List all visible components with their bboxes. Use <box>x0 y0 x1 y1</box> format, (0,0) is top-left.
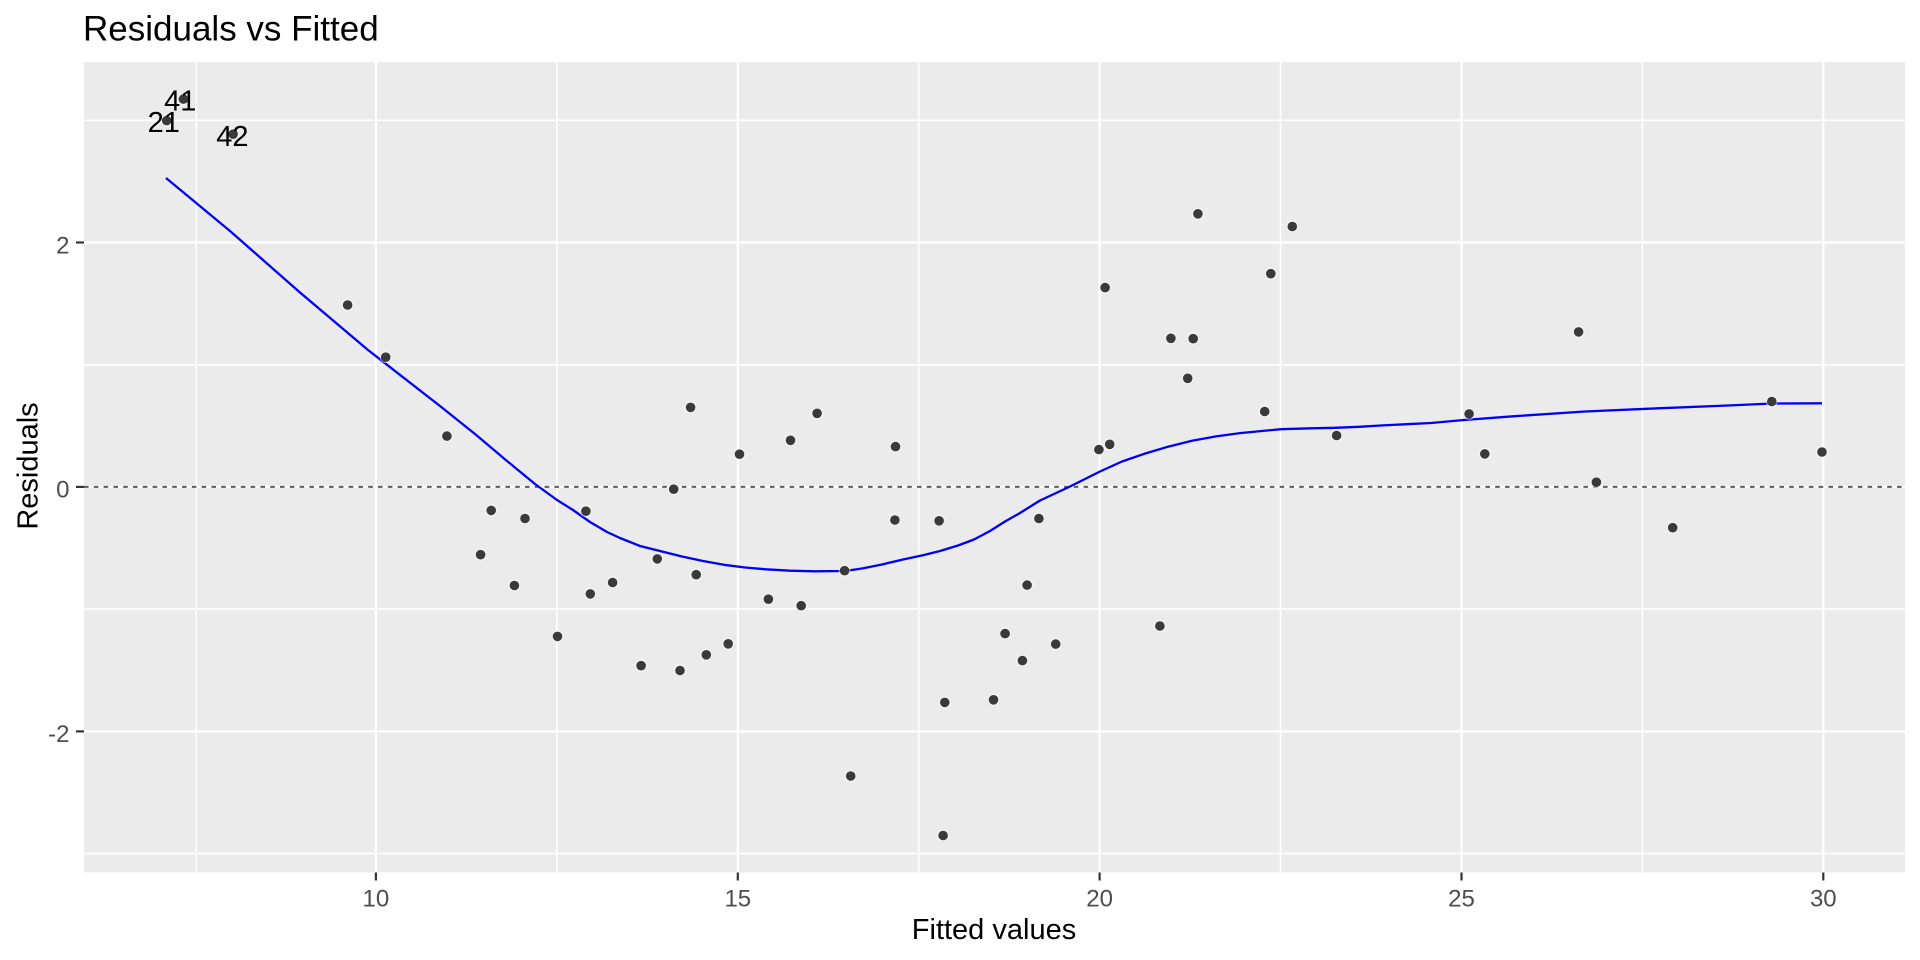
svg-text:Fitted values: Fitted values <box>912 914 1076 946</box>
svg-text:42: 42 <box>216 121 248 153</box>
svg-text:0: 0 <box>56 477 69 504</box>
svg-text:20: 20 <box>1086 886 1113 913</box>
svg-text:25: 25 <box>1448 886 1475 913</box>
svg-text:Residuals: Residuals <box>13 402 45 529</box>
svg-text:21: 21 <box>148 107 180 139</box>
svg-text:41: 41 <box>164 86 196 118</box>
svg-text:2: 2 <box>56 232 69 259</box>
svg-text:10: 10 <box>363 886 390 913</box>
svg-text:Residuals vs Fitted: Residuals vs Fitted <box>83 10 379 49</box>
svg-text:15: 15 <box>724 886 751 913</box>
svg-text:-2: -2 <box>48 721 69 748</box>
svg-text:30: 30 <box>1810 886 1837 913</box>
